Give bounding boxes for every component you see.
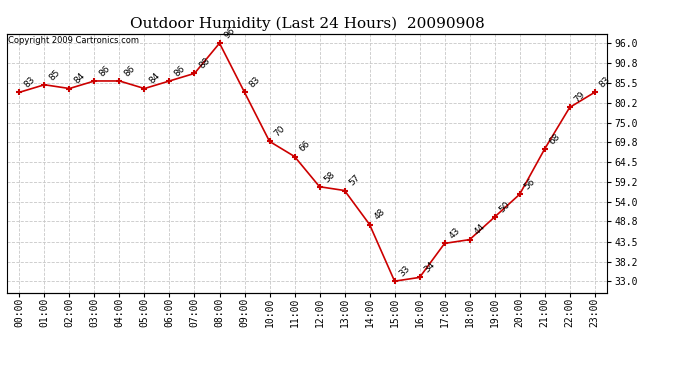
Text: 44: 44 <box>473 222 486 237</box>
Text: 79: 79 <box>573 90 587 105</box>
Text: Copyright 2009 Cartronics.com: Copyright 2009 Cartronics.com <box>8 36 139 45</box>
Text: 70: 70 <box>273 124 287 139</box>
Text: 86: 86 <box>172 64 187 78</box>
Text: 34: 34 <box>422 260 437 274</box>
Text: 33: 33 <box>397 264 412 278</box>
Text: 88: 88 <box>197 56 212 70</box>
Text: 85: 85 <box>47 68 61 82</box>
Text: 66: 66 <box>297 139 312 154</box>
Text: 50: 50 <box>497 200 512 214</box>
Title: Outdoor Humidity (Last 24 Hours)  20090908: Outdoor Humidity (Last 24 Hours) 2009090… <box>130 17 484 31</box>
Text: 83: 83 <box>22 75 37 90</box>
Text: 56: 56 <box>522 177 537 192</box>
Text: 96: 96 <box>222 26 237 40</box>
Text: 57: 57 <box>347 173 362 188</box>
Text: 84: 84 <box>147 71 161 86</box>
Text: 84: 84 <box>72 71 87 86</box>
Text: 48: 48 <box>373 207 387 222</box>
Text: 86: 86 <box>122 64 137 78</box>
Text: 68: 68 <box>547 132 562 146</box>
Text: 43: 43 <box>447 226 462 241</box>
Text: 58: 58 <box>322 170 337 184</box>
Text: 83: 83 <box>598 75 612 90</box>
Text: 86: 86 <box>97 64 112 78</box>
Text: 83: 83 <box>247 75 262 90</box>
